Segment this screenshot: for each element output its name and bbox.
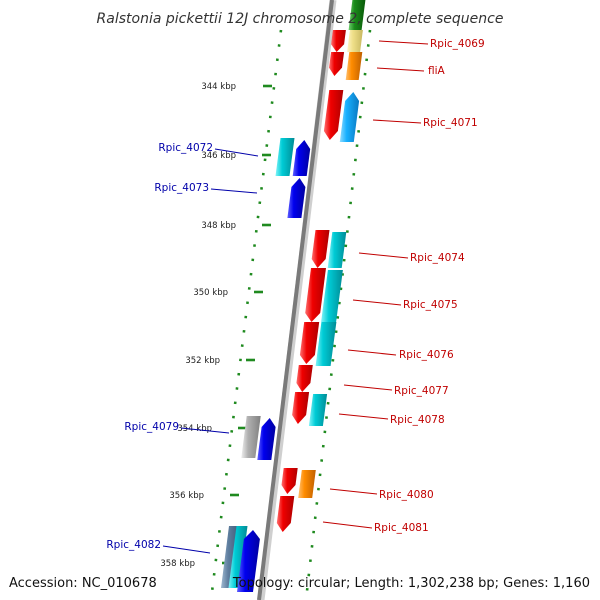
scale-tick-label: 344 kbp [201, 82, 236, 92]
gene-arrow[interactable] [315, 322, 337, 366]
gene-arrow[interactable] [329, 52, 345, 76]
gene-arrow[interactable] [348, 0, 366, 30]
gene-label[interactable]: Rpic_4073 [154, 182, 209, 194]
gene-label[interactable]: Rpic_4080 [379, 489, 434, 501]
accession-text: Accession: NC_010678 [9, 576, 157, 591]
gene-label[interactable]: Rpic_4074 [410, 252, 465, 264]
gene-label[interactable]: Rpic_4072 [158, 142, 213, 154]
gene-label-leaders [162, 40, 429, 554]
gene-label-leader [322, 521, 373, 529]
gene-arrow[interactable] [237, 530, 260, 592]
gene-label[interactable]: Rpic_4069 [430, 38, 485, 50]
gene-label-leader [372, 119, 422, 124]
gene-label-leader [376, 67, 425, 72]
scale-tick-label: 356 kbp [169, 491, 204, 501]
gene-label-leader [347, 349, 397, 356]
gene-label-leader [352, 299, 402, 306]
gene-arrow[interactable] [299, 322, 320, 364]
gene-label[interactable]: Rpic_4076 [399, 349, 454, 361]
gene-label[interactable]: fliA [428, 65, 446, 77]
scale-tick-label: 348 kbp [201, 221, 236, 231]
gene-arrow[interactable] [287, 178, 306, 218]
gene-label[interactable]: Rpic_4071 [423, 117, 478, 129]
gene-label-leader [329, 488, 378, 495]
gene-arrow[interactable] [323, 90, 344, 140]
gene-label-leader [378, 40, 429, 45]
gene-labels: Rpic_4069 fliA Rpic_4071 Rpic_4072 Rpic_4073… [106, 38, 484, 551]
sequence-summary-text: Topology: circular; Length: 1,302,238 bp… [232, 576, 590, 591]
gene-label-leader [162, 545, 211, 554]
gene-arrow[interactable] [241, 416, 261, 458]
gene-arrow[interactable] [327, 232, 347, 268]
scale-tick-label: 352 kbp [185, 356, 220, 366]
gene-arrow[interactable] [345, 52, 363, 80]
gene-label-leader [338, 413, 389, 420]
gene-features [221, 0, 366, 592]
map-title: Ralstonia pickettii 12J chromosome 2, co… [97, 11, 504, 27]
gene-arrow[interactable] [296, 365, 313, 392]
gene-arrow[interactable] [275, 138, 295, 176]
gene-arrow[interactable] [308, 394, 328, 426]
gene-arrow[interactable] [292, 140, 311, 176]
gene-label[interactable]: Rpic_4081 [374, 522, 429, 534]
scale-tick-label: 350 kbp [193, 288, 228, 298]
gene-label-leader [210, 188, 258, 194]
gene-arrow[interactable] [292, 392, 310, 424]
gene-label[interactable]: Rpic_4082 [106, 539, 161, 551]
gene-arrow[interactable] [281, 468, 298, 494]
gene-label-leader [358, 252, 409, 259]
gene-label-leader [214, 148, 259, 157]
gene-label[interactable]: Rpic_4075 [403, 299, 458, 311]
gene-arrow[interactable] [305, 268, 326, 322]
gene-label[interactable]: Rpic_4078 [390, 414, 445, 426]
gene-label-leader [180, 427, 230, 434]
gene-arrow[interactable] [331, 30, 346, 52]
gene-arrow[interactable] [347, 30, 363, 52]
scale-tick-label: 358 kbp [160, 559, 195, 569]
gene-label-leader [343, 384, 393, 391]
gene-arrow[interactable] [298, 470, 316, 498]
gene-arrow[interactable] [339, 92, 360, 142]
scale-tick-label: 346 kbp [201, 151, 236, 161]
gene-label[interactable]: Rpic_4079 [124, 421, 179, 433]
gene-arrow[interactable] [257, 418, 276, 460]
gene-arrow[interactable] [228, 526, 248, 588]
gene-arrow[interactable] [276, 496, 295, 532]
gene-arrow[interactable] [321, 270, 343, 322]
gene-label[interactable]: Rpic_4077 [394, 385, 449, 397]
backbone [257, 0, 334, 600]
gene-arrow[interactable] [311, 230, 330, 268]
